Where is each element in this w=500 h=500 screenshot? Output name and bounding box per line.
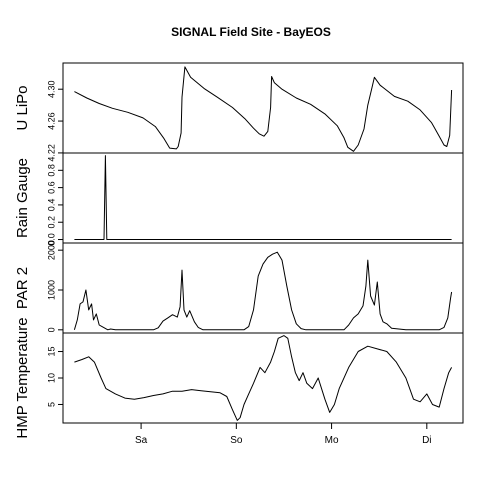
y-tick-label: 5 [46, 402, 56, 407]
series-line [74, 66, 453, 152]
series-line [74, 155, 452, 240]
y-tick-label: 4.22 [46, 144, 56, 162]
panel-2: 0.0 0.2 0.4 0.6 0.8 Rain Gauge [14, 152, 464, 246]
panel-frame [62, 152, 464, 244]
chart-title: SIGNAL Field Site - BayEOS [171, 25, 331, 39]
y-tick-label: 1000 [46, 280, 56, 300]
x-tick-label: Sa [135, 435, 148, 446]
y-tick-label: 2000 [46, 240, 56, 260]
y-axis-label: PAR 2 [14, 267, 31, 309]
y-tick-label: 0.2 [46, 216, 56, 229]
panel-1: 4.22 4.26 4.30 U LiPo [14, 62, 464, 162]
y-tick-label: 10 [46, 373, 56, 383]
x-tick-label: Di [422, 435, 431, 446]
x-tick-label: Mo [325, 435, 339, 446]
panel-4: 5 10 15 HMP Temperature [14, 317, 464, 439]
y-tick-label: 4.30 [46, 80, 56, 98]
series-line [74, 335, 453, 421]
panel-frame [62, 62, 464, 154]
x-tick-label: So [230, 435, 243, 446]
y-axis-label: U LiPo [14, 85, 31, 130]
series-line [73, 251, 453, 331]
y-tick-label: 0.6 [46, 181, 56, 194]
y-tick-label: 15 [46, 347, 56, 357]
y-tick-label: 0.8 [46, 164, 56, 177]
y-tick-label: 0.0 [46, 233, 56, 246]
panel-3: 0 1000 2000 PAR 2 [14, 240, 464, 334]
y-axis-label: Rain Gauge [14, 158, 31, 238]
panel-frame [62, 332, 464, 424]
y-tick-label: 4.26 [46, 112, 56, 130]
y-tick-label: 0.4 [46, 199, 56, 212]
panel-frame [62, 242, 464, 334]
y-axis-label: HMP Temperature [14, 317, 31, 438]
y-tick-label: 0 [46, 327, 56, 332]
